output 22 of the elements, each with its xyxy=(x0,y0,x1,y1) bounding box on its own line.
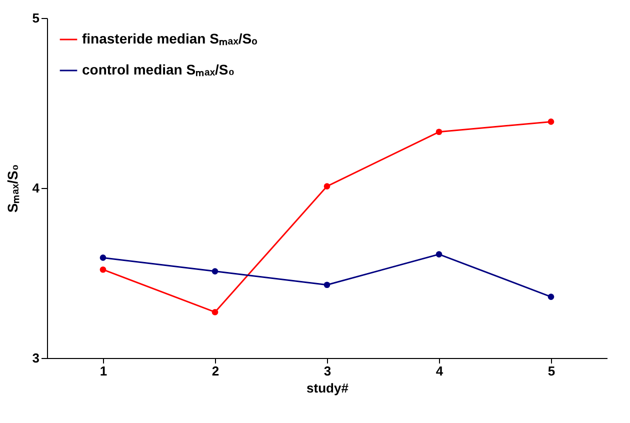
x-tick-label: 3 xyxy=(324,364,332,378)
x-tick-label: 2 xyxy=(212,364,220,378)
point xyxy=(100,266,106,273)
x-tick-label: 1 xyxy=(100,364,108,378)
y-tick-label: 5 xyxy=(32,10,40,26)
legend-label: finasteride median Sₘₐₓ/Sₒ xyxy=(82,30,258,46)
x-tick-label: 4 xyxy=(436,364,444,378)
point xyxy=(212,268,218,274)
y-axis-title: Sₘₐₓ/S₀ xyxy=(4,164,20,213)
point xyxy=(436,128,442,136)
point xyxy=(324,183,330,190)
x-tick-label: 5 xyxy=(548,364,556,378)
point xyxy=(324,282,330,288)
point xyxy=(100,254,106,261)
y-tick-label: 3 xyxy=(32,350,40,366)
point xyxy=(212,308,218,316)
point xyxy=(436,251,442,258)
legend-label: control median Sₘₐₓ/S₀ xyxy=(82,62,235,78)
x-axis-title: study# xyxy=(306,380,350,396)
point xyxy=(548,118,554,125)
y-tick-label: 4 xyxy=(32,180,40,196)
point xyxy=(548,294,554,300)
